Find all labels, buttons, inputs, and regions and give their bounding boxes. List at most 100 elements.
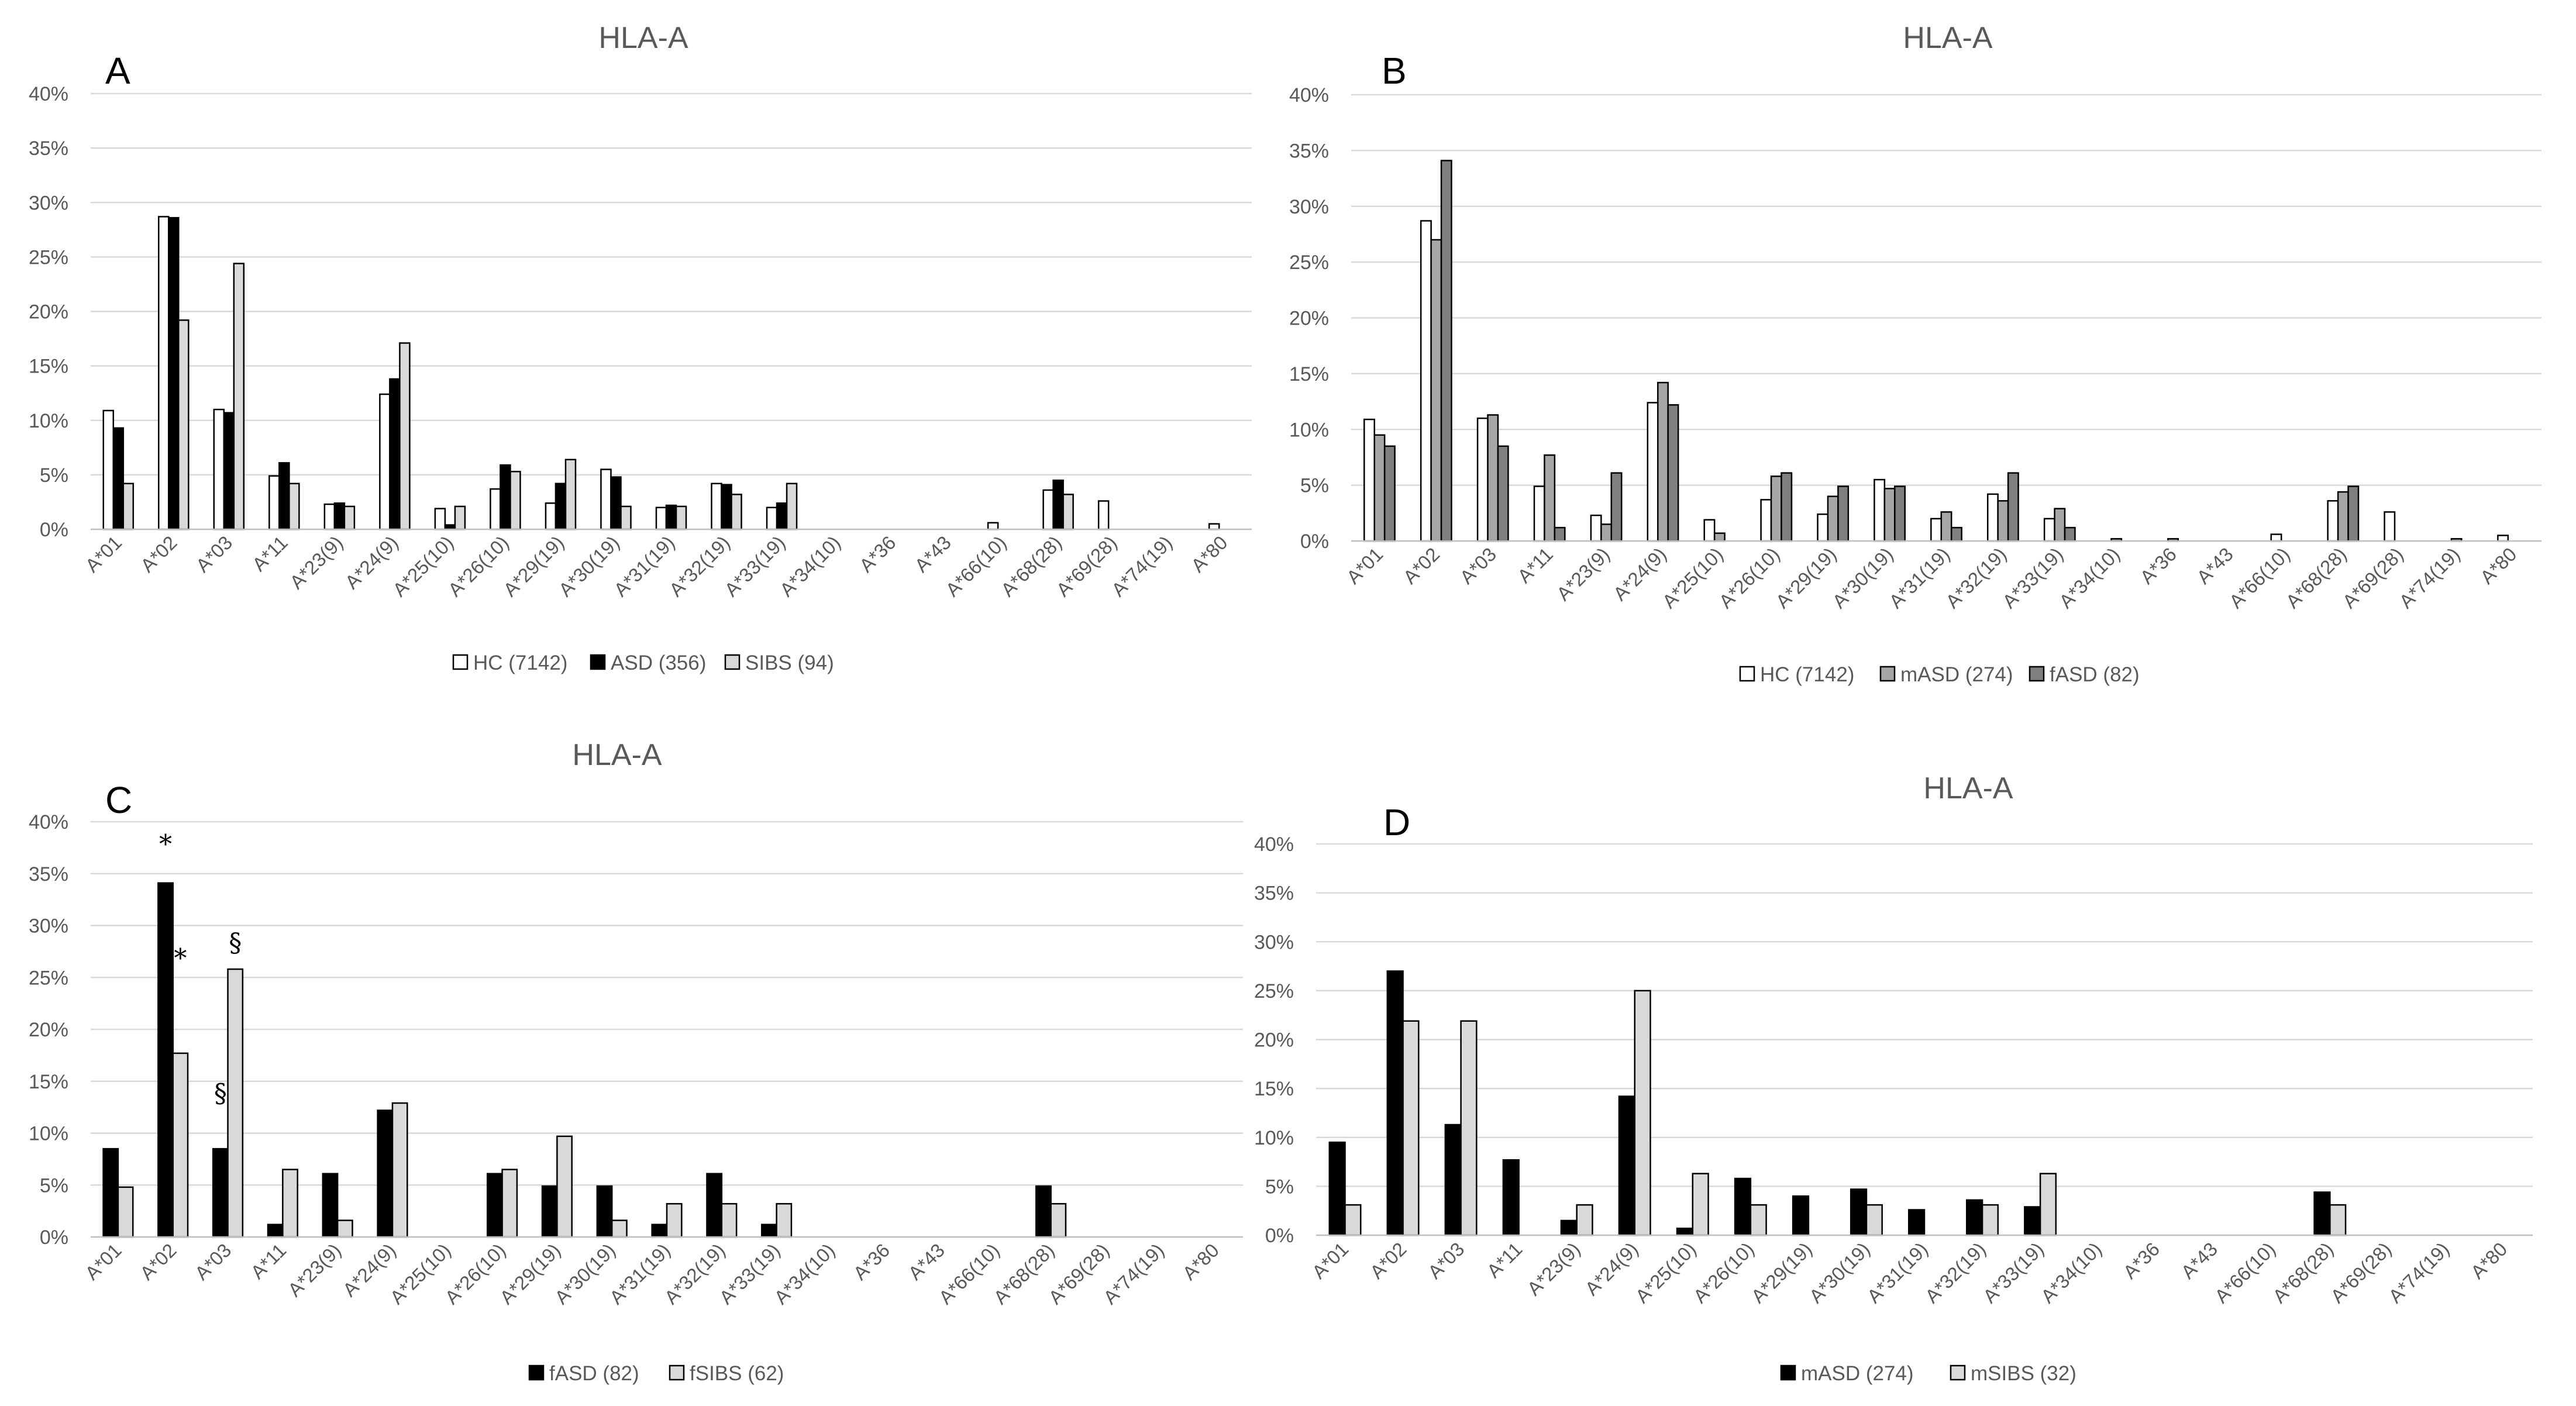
- x-tick-label-b: A*26(10): [1714, 543, 1783, 612]
- x-tick-label-d: A*01: [1308, 1238, 1353, 1283]
- x-tick-label-b: A*30(19): [1828, 543, 1897, 612]
- x-tick-label-d: A*34(10): [2037, 1238, 2106, 1307]
- bar-a-s1-c5: [389, 378, 401, 530]
- bar-d-s0-c10: [1908, 1209, 1926, 1236]
- bar-d-s0-c8: [1792, 1195, 1810, 1236]
- bar-c-s1-c4: [336, 1219, 353, 1238]
- x-tick-label-b: A*34(10): [2055, 543, 2124, 612]
- legend-label-d-1: mSIBS (32): [1971, 1362, 2076, 1385]
- x-tick-label-b: A*69(28): [2338, 543, 2407, 612]
- y-tick-label-c: 15%: [29, 1071, 68, 1093]
- bar-a-s1-c1: [168, 217, 180, 530]
- x-tick-label-c: A*36: [849, 1239, 894, 1284]
- bar-c-s1-c1: [172, 1052, 189, 1238]
- bar-d-s0-c9: [1850, 1188, 1868, 1236]
- y-tick-label-b: 10%: [1289, 419, 1329, 441]
- bar-b-s2-c5: [1667, 404, 1679, 542]
- x-tick-label-b: A*33(19): [1998, 543, 2067, 612]
- bar-d-s1-c0: [1344, 1204, 1362, 1236]
- x-tick-label-b: A*02: [1399, 543, 1444, 588]
- bar-b-s0-c5: [1647, 402, 1659, 542]
- bar-b-s2-c8: [1837, 485, 1850, 542]
- x-tick-label-b: A*31(19): [1885, 543, 1954, 612]
- x-tick-label-a: A*03: [191, 532, 236, 577]
- bar-a-s0-c17: [1042, 489, 1054, 530]
- bar-a-s0-c18: [1097, 500, 1110, 530]
- y-tick-label-d: 40%: [1254, 833, 1294, 856]
- bar-c-s1-c11: [721, 1202, 738, 1238]
- x-tick-label-c: A*30(19): [550, 1239, 619, 1308]
- legend-swatch-d-0: [1780, 1364, 1796, 1381]
- x-tick-label-d: A*31(19): [1863, 1238, 1932, 1307]
- bar-b-s0-c20: [2497, 535, 2509, 542]
- x-tick-label-a: A*69(28): [1052, 532, 1121, 601]
- bar-b-s1-c7: [1770, 475, 1782, 542]
- bar-b-s1-c4: [1600, 523, 1613, 542]
- bar-c-s1-c2: [227, 968, 244, 1238]
- legend-swatch-a-0: [452, 654, 469, 670]
- x-tick-label-c: A*68(28): [989, 1239, 1058, 1308]
- y-tick-label-b: 40%: [1289, 84, 1329, 106]
- x-tick-label-a: A*34(10): [776, 532, 845, 601]
- bar-b-s2-c10: [1950, 526, 1962, 542]
- bar-b-s1-c9: [1883, 488, 1896, 542]
- x-tick-label-d: A*11: [1483, 1238, 1527, 1282]
- bar-c-s0-c11: [706, 1173, 723, 1238]
- chart-panel-b: HLA-AB0%5%10%15%20%25%30%35%40%A*01 A*02 A…: [1289, 21, 2541, 686]
- legend-swatch-a-2: [724, 654, 741, 670]
- bar-a-s0-c2: [213, 408, 225, 530]
- bar-d-s1-c11: [1981, 1204, 1999, 1236]
- bar-d-s0-c3: [1502, 1159, 1520, 1236]
- x-tick-label-c: A*66(10): [935, 1239, 1004, 1308]
- bar-b-s0-c3: [1533, 485, 1545, 542]
- bar-a-s0-c20: [1208, 523, 1220, 530]
- bar-b-s0-c16: [2270, 533, 2282, 542]
- legend-label-b-0: HC (7142): [1760, 663, 1854, 686]
- x-tick-label-b: A*80: [2476, 543, 2521, 588]
- y-tick-label-c: 25%: [29, 967, 68, 989]
- bar-a-s2-c17: [1062, 494, 1074, 530]
- bar-b-s1-c17: [2337, 491, 2349, 542]
- bar-d-s1-c12: [2039, 1173, 2057, 1236]
- bar-b-s1-c6: [1713, 532, 1726, 542]
- x-tick-label-c: A*29(19): [495, 1239, 564, 1308]
- y-tick-label-a: 0%: [40, 519, 68, 541]
- bar-c-s1-c9: [611, 1219, 628, 1238]
- bar-a-s2-c2: [233, 263, 245, 530]
- x-tick-label-d: A*36: [2119, 1238, 2164, 1283]
- x-tick-label-b: A*66(10): [2225, 543, 2294, 612]
- annotation-c-3: §: [214, 1078, 227, 1108]
- bar-a-s2-c12: [786, 483, 798, 530]
- y-tick-label-b: 5%: [1300, 475, 1329, 497]
- legend-swatch-c-0: [528, 1364, 545, 1381]
- bar-a-s1-c11: [721, 484, 732, 530]
- bar-c-s0-c5: [377, 1109, 394, 1238]
- bar-b-s0-c17: [2327, 500, 2339, 542]
- bar-a-s1-c0: [112, 427, 125, 530]
- x-tick-label-a: A*31(19): [609, 532, 679, 601]
- x-tick-label-b: A*68(28): [2282, 543, 2351, 612]
- bar-a-s1-c4: [333, 502, 346, 530]
- x-tick-label-a: A*29(19): [499, 532, 568, 601]
- bar-b-s2-c7: [1781, 472, 1793, 542]
- bar-d-s1-c5: [1634, 990, 1651, 1236]
- x-tick-label-d: A*32(19): [1921, 1238, 1990, 1307]
- x-tick-label-a: A*26(10): [444, 532, 513, 601]
- bar-d-s1-c4: [1576, 1204, 1593, 1236]
- y-tick-label-c: 40%: [29, 811, 68, 833]
- bar-c-s1-c12: [776, 1202, 793, 1238]
- bar-c-s0-c12: [761, 1224, 777, 1238]
- bar-b-s2-c9: [1894, 485, 1906, 542]
- y-tick-label-b: 35%: [1289, 140, 1329, 162]
- y-tick-label-a: 10%: [29, 410, 68, 432]
- bar-b-s0-c11: [1986, 493, 1999, 542]
- x-tick-label-c: A*11: [246, 1239, 290, 1283]
- x-tick-label-d: A*23(9): [1523, 1238, 1584, 1300]
- x-tick-label-b: A*01: [1342, 543, 1387, 588]
- y-tick-label-b: 20%: [1289, 308, 1329, 330]
- bar-a-s2-c6: [454, 505, 466, 530]
- x-tick-label-b: A*11: [1513, 543, 1557, 587]
- bar-b-s1-c8: [1827, 495, 1839, 542]
- y-tick-label-c: 10%: [29, 1123, 68, 1145]
- bar-c-s0-c4: [322, 1173, 339, 1238]
